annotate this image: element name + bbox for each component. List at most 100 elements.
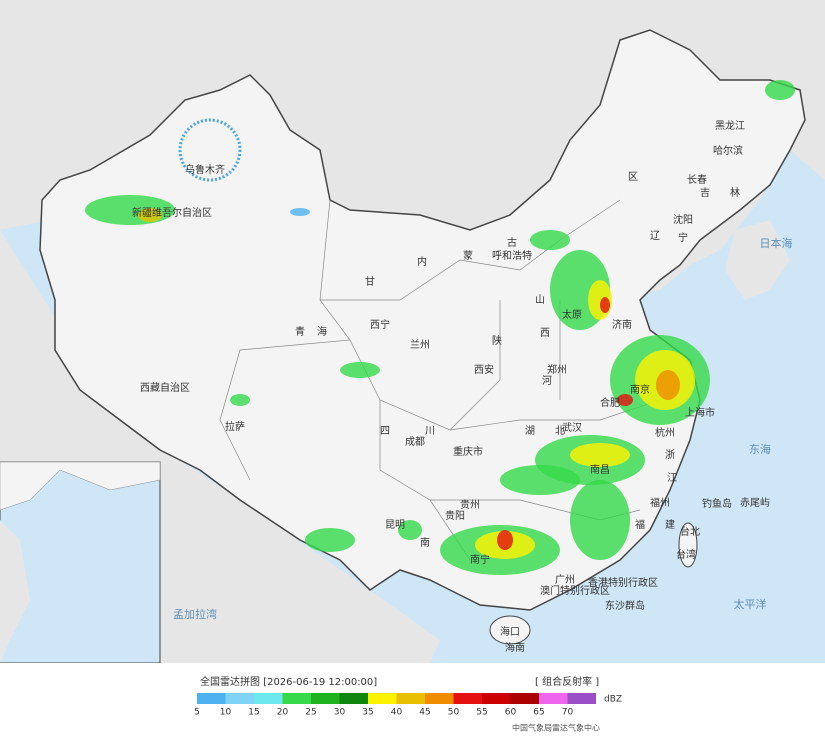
place-label: 辽 <box>650 230 660 242</box>
legend-tick-label: 20 <box>277 708 289 718</box>
legend-swatch <box>197 693 226 704</box>
place-label: 林 <box>730 186 740 199</box>
legend-swatch <box>225 693 254 704</box>
legend-swatch <box>339 693 368 704</box>
place-label: 江 <box>667 472 677 484</box>
place-label: 青 <box>295 325 305 338</box>
legend-swatch <box>254 693 283 704</box>
place-label: 古 <box>507 236 517 249</box>
place-label: 内 <box>417 255 427 268</box>
legend-swatch <box>539 693 568 704</box>
place-label: 海口 <box>500 625 520 638</box>
radar-range-ring <box>178 118 242 182</box>
legend-swatch <box>482 693 511 704</box>
echo <box>600 297 610 313</box>
place-label: 台湾 <box>676 548 696 561</box>
legend-tick-label: 40 <box>391 708 403 718</box>
echo <box>398 520 422 540</box>
legend-swatch <box>510 693 539 704</box>
echo <box>290 208 310 216</box>
place-label: 武汉 <box>562 421 582 434</box>
place-label: 南京 <box>630 383 650 396</box>
legend-swatch <box>282 693 311 704</box>
echo <box>230 394 250 406</box>
agency: 中国气象局雷达气象中心 <box>512 723 600 733</box>
legend-tick-label: 55 <box>476 708 487 718</box>
legend-swatch <box>368 693 397 704</box>
legend-tick-label: 45 <box>419 708 430 718</box>
place-label: 南 <box>420 536 430 549</box>
place-label: 郑州 <box>547 363 567 376</box>
place-label: 川 <box>425 426 435 437</box>
echo <box>656 370 680 400</box>
legend-tick-label: 65 <box>533 708 544 718</box>
place-label: 昆明 <box>385 519 405 531</box>
place-label: 乌鲁木齐 <box>185 163 225 176</box>
place-label: 南昌 <box>590 463 610 476</box>
place-label: 福 <box>635 518 645 531</box>
place-label: 西宁 <box>370 318 390 331</box>
legend-tick-label: 15 <box>248 708 259 718</box>
place-label: 黑龙江 <box>715 119 745 132</box>
place-label: 长春 <box>687 174 707 186</box>
echo <box>497 530 513 550</box>
place-label: 重庆市 <box>453 445 483 458</box>
place-label: 香港特别行政区 <box>588 576 658 589</box>
place-label: 沈阳 <box>673 213 693 226</box>
place-label: 贵阳 <box>445 509 465 522</box>
inset-land <box>0 461 161 511</box>
legend-swatch <box>425 693 454 704</box>
echo <box>570 443 630 467</box>
place-label: 陕 <box>492 334 502 347</box>
title: 全国雷达拼图 [2026-06-19 12:00:00] <box>200 675 377 688</box>
sea-label: 东海 <box>749 442 771 456</box>
place-label: 浙 <box>665 449 675 461</box>
place-label: 赤尾屿 <box>740 497 770 509</box>
radar-echoes <box>85 80 795 575</box>
place-label: 宁 <box>678 231 688 244</box>
place-label: 西安 <box>474 363 494 376</box>
place-label: 广州 <box>555 574 575 586</box>
echo <box>765 80 795 100</box>
place-label: 东沙群岛 <box>605 599 645 612</box>
place-label: 贵州 <box>460 498 480 511</box>
place-label: 河 <box>542 375 552 387</box>
legend-tick-label: 5 <box>194 708 200 718</box>
taiwan <box>678 522 698 568</box>
echo <box>138 208 162 222</box>
place-label: 吉 <box>700 187 710 199</box>
place-label: 四 <box>380 426 390 437</box>
place-label: 钓鱼岛 <box>702 497 732 510</box>
echo <box>617 394 633 406</box>
place-label: 澳门特别行政区 <box>540 584 610 597</box>
legend-tick-label: 70 <box>562 708 574 718</box>
place-label: 海南 <box>505 641 525 654</box>
legend-swatch <box>311 693 340 704</box>
sea-label: 日本海 <box>760 236 793 250</box>
legend-tick-label: 10 <box>220 708 232 718</box>
legend-tick-label: 50 <box>448 708 460 718</box>
place-label: 山 <box>535 294 545 306</box>
echo <box>570 480 630 560</box>
place-label: 台北 <box>680 525 700 538</box>
echo <box>500 465 580 495</box>
legend-unit: dBZ <box>604 695 622 705</box>
legend-tick-label: 35 <box>362 708 373 718</box>
place-label: 成都 <box>405 436 425 448</box>
place-label: 太原 <box>562 308 582 321</box>
place-label: 哈尔滨 <box>713 144 743 157</box>
place-label: 上海市 <box>685 406 715 419</box>
place-label: 呼和浩特 <box>492 250 532 262</box>
place-label: 北 <box>555 425 565 437</box>
sea-label: 太平洋 <box>734 597 767 611</box>
place-label: 建 <box>665 518 675 531</box>
place-label: 西藏自治区 <box>140 381 190 394</box>
inset-land-west <box>0 520 30 663</box>
place-label: 区 <box>628 171 638 183</box>
place-label: 合肥 <box>600 396 620 409</box>
place-label: 甘 <box>365 275 375 288</box>
echo <box>305 528 355 552</box>
place-label: 新疆维吾尔自治区 <box>132 206 212 219</box>
legend-swatch <box>453 693 482 704</box>
